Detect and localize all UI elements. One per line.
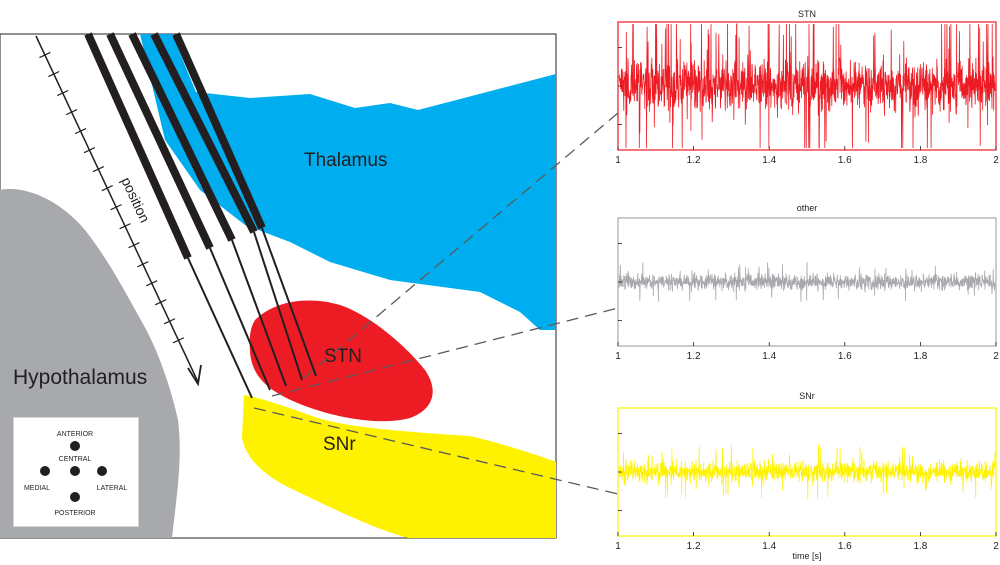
position-axis-tick bbox=[128, 242, 140, 249]
x-tick-label: 2 bbox=[993, 541, 999, 552]
anatomy-panel: position Thalamus STN SNr Hypothalamus A… bbox=[0, 32, 557, 539]
hypothalamus-label: Hypothalamus bbox=[13, 366, 147, 389]
plot-snr-trace bbox=[618, 444, 996, 500]
medial-dot bbox=[40, 466, 50, 476]
anterior-label: ANTERIOR bbox=[57, 431, 93, 438]
position-axis-tick bbox=[39, 51, 51, 59]
position-axis-tick bbox=[92, 166, 105, 173]
x-tick-label: 2 bbox=[993, 155, 999, 166]
electrode-shafts bbox=[84, 32, 266, 260]
x-tick-label: 1.6 bbox=[838, 155, 852, 166]
electrode-wire bbox=[261, 227, 317, 377]
position-axis-tick bbox=[48, 70, 60, 78]
plot-snr-xlabel: time [s] bbox=[792, 551, 821, 561]
posterior-dot bbox=[70, 492, 80, 502]
x-tick-label: 1.8 bbox=[913, 351, 927, 362]
x-tick-label: 1 bbox=[615, 541, 621, 552]
position-axis-arrowhead bbox=[187, 364, 202, 387]
plot-other: other 1 1.2 1.4 1.6 1.8 2 bbox=[615, 203, 999, 362]
central-dot bbox=[70, 466, 80, 476]
electrode-wires bbox=[187, 227, 317, 399]
position-axis-tick bbox=[57, 89, 69, 97]
electrode-shaft bbox=[128, 32, 236, 242]
x-tick-label: 1 bbox=[615, 351, 621, 362]
x-tick-label: 1.6 bbox=[838, 541, 852, 552]
position-axis-tick bbox=[83, 147, 96, 154]
plot-snr: SNr 1 1.2 1.4 1.6 1.8 2 time [s] bbox=[615, 391, 999, 561]
position-axis-tick bbox=[101, 185, 113, 192]
electrode-wire bbox=[253, 231, 303, 381]
x-tick-label: 1.2 bbox=[687, 541, 701, 552]
plot-other-axis: 1 1.2 1.4 1.6 1.8 2 bbox=[615, 243, 999, 362]
position-axis-tick bbox=[119, 223, 131, 230]
electrode-wire bbox=[231, 239, 287, 387]
x-tick-label: 1 bbox=[615, 155, 621, 166]
plot-stn: STN 1 1.2 1.4 1.6 1.8 2 bbox=[615, 9, 999, 166]
thalamus-region bbox=[140, 34, 556, 330]
position-axis-tick bbox=[154, 299, 167, 306]
central-label: CENTRAL bbox=[59, 456, 92, 463]
snr-label: SNr bbox=[323, 434, 356, 455]
lateral-label: LATERAL bbox=[97, 485, 128, 492]
electrode-wire bbox=[209, 247, 271, 391]
connector-lines bbox=[253, 112, 619, 495]
x-tick-label: 1.8 bbox=[913, 541, 927, 552]
anterior-dot bbox=[70, 441, 80, 451]
plot-stn-trace bbox=[618, 22, 996, 149]
thalamus-label: Thalamus bbox=[304, 150, 387, 171]
position-axis-tick bbox=[74, 128, 87, 135]
electrode-wire bbox=[187, 257, 253, 399]
x-tick-label: 1.2 bbox=[687, 351, 701, 362]
x-tick-label: 1.4 bbox=[762, 155, 776, 166]
plot-snr-title: SNr bbox=[799, 391, 815, 401]
plot-stn-axis: 1 1.2 1.4 1.6 1.8 2 bbox=[615, 47, 999, 166]
position-axis-tick bbox=[146, 280, 158, 287]
connector-stn bbox=[303, 112, 619, 379]
x-tick-label: 2 bbox=[993, 351, 999, 362]
electrode-shaft bbox=[84, 32, 192, 260]
x-tick-label: 1.8 bbox=[913, 155, 927, 166]
plot-snr-axis: 1 1.2 1.4 1.6 1.8 2 bbox=[615, 433, 999, 552]
x-tick-label: 1.6 bbox=[838, 351, 852, 362]
electrode-shaft bbox=[172, 32, 266, 230]
stn-region bbox=[249, 300, 433, 422]
orientation-key: ANTERIOR CENTRAL MEDIAL LATERAL POSTERIO… bbox=[12, 416, 140, 528]
connector-other bbox=[271, 307, 619, 397]
position-axis-ticks bbox=[39, 51, 185, 344]
position-axis-tick bbox=[110, 204, 122, 211]
position-axis-tick bbox=[163, 318, 176, 325]
position-axis-tick bbox=[65, 108, 78, 116]
position-axis-tick bbox=[137, 261, 149, 268]
plot-other-trace bbox=[618, 262, 996, 303]
snr-region bbox=[242, 395, 556, 538]
x-tick-label: 1.4 bbox=[762, 351, 776, 362]
stn-label: STN bbox=[324, 346, 362, 367]
x-tick-label: 1.4 bbox=[762, 541, 776, 552]
position-axis-tick bbox=[172, 337, 185, 344]
lateral-dot bbox=[97, 466, 107, 476]
medial-label: MEDIAL bbox=[24, 485, 50, 492]
plot-stn-title: STN bbox=[798, 9, 816, 19]
plot-other-title: other bbox=[797, 203, 818, 213]
posterior-label: POSTERIOR bbox=[54, 510, 95, 517]
electrode-shaft bbox=[150, 32, 258, 234]
x-tick-label: 1.2 bbox=[687, 155, 701, 166]
electrode-shaft bbox=[106, 32, 214, 250]
connector-snr bbox=[253, 407, 619, 495]
position-axis-line bbox=[35, 35, 199, 383]
